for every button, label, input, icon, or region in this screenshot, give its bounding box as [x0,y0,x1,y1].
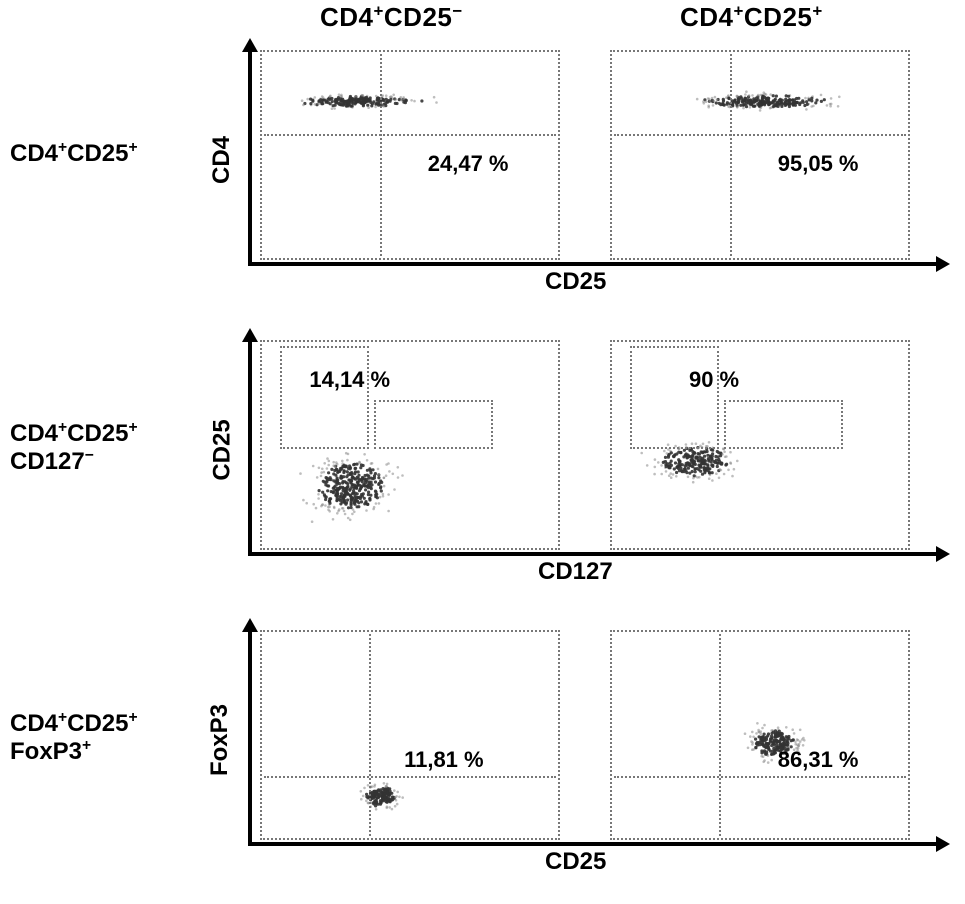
gate-rect-0 [280,346,369,449]
yaxis-arrow-row1 [242,38,258,52]
quadrant-hline [264,134,556,136]
pct-label: 90 % [689,367,739,393]
quadrant-hline [614,134,906,136]
xaxis-line-row2 [248,552,938,556]
xaxis-arrow-row3 [936,836,950,852]
yaxis-line-row3 [248,630,252,846]
quadrant-hline [264,776,556,778]
pct-label: 14,14 % [309,367,390,393]
gate-rect-0 [630,346,719,449]
xaxis-label-2: CD127 [538,558,613,586]
pct-label: 11,81 % [404,747,484,773]
col-header-neg: CD4+CD25− [320,2,463,33]
xaxis-label-1: CD25 [545,268,606,296]
scatter-canvas [262,632,558,838]
yaxis-line-row2 [248,340,252,556]
xaxis-line-row1 [248,262,938,266]
scatter-canvas [612,52,908,258]
scatter-canvas [262,52,558,258]
yaxis-label-foxp3: FoxP3 [206,704,234,776]
pct-label: 24,47 % [428,151,509,177]
row-label-3: CD4+CD25+FoxP3+ [10,710,138,765]
yaxis-label-cd4: CD4 [208,136,236,184]
panel-r2-pos: 90 % [610,340,910,550]
pct-label: 86,31 % [778,747,859,773]
quadrant-hline [614,776,906,778]
yaxis-arrow-row3 [242,618,258,632]
panel-r1-neg: 24,47 % [260,50,560,260]
yaxis-line-row1 [248,50,252,266]
quadrant-vline [730,54,732,256]
quadrant-vline [369,634,371,836]
col-header-pos: CD4+CD25+ [680,2,823,33]
yaxis-label-cd25: CD25 [209,419,237,480]
xaxis-arrow-row1 [936,256,950,272]
row-label-2: CD4+CD25+CD127− [10,420,138,475]
quadrant-vline [380,54,382,256]
panel-r1-pos: 95,05 % [610,50,910,260]
panel-r2-neg: 14,14 % [260,340,560,550]
scatter-canvas [612,632,908,838]
panel-r3-pos: 86,31 % [610,630,910,840]
xaxis-arrow-row2 [936,546,950,562]
pct-label: 95,05 % [778,151,859,177]
gate-rect-1 [374,400,492,449]
row-label-1: CD4+CD25+ [10,140,138,168]
gate-rect-1 [724,400,842,449]
xaxis-line-row3 [248,842,938,846]
panel-r3-neg: 11,81 % [260,630,560,840]
xaxis-label-3: CD25 [545,848,606,876]
yaxis-arrow-row2 [242,328,258,342]
quadrant-vline [719,634,721,836]
figure-root: CD4+CD25− CD4+CD25+ CD4+CD25+ CD4+CD25+C… [0,0,965,904]
